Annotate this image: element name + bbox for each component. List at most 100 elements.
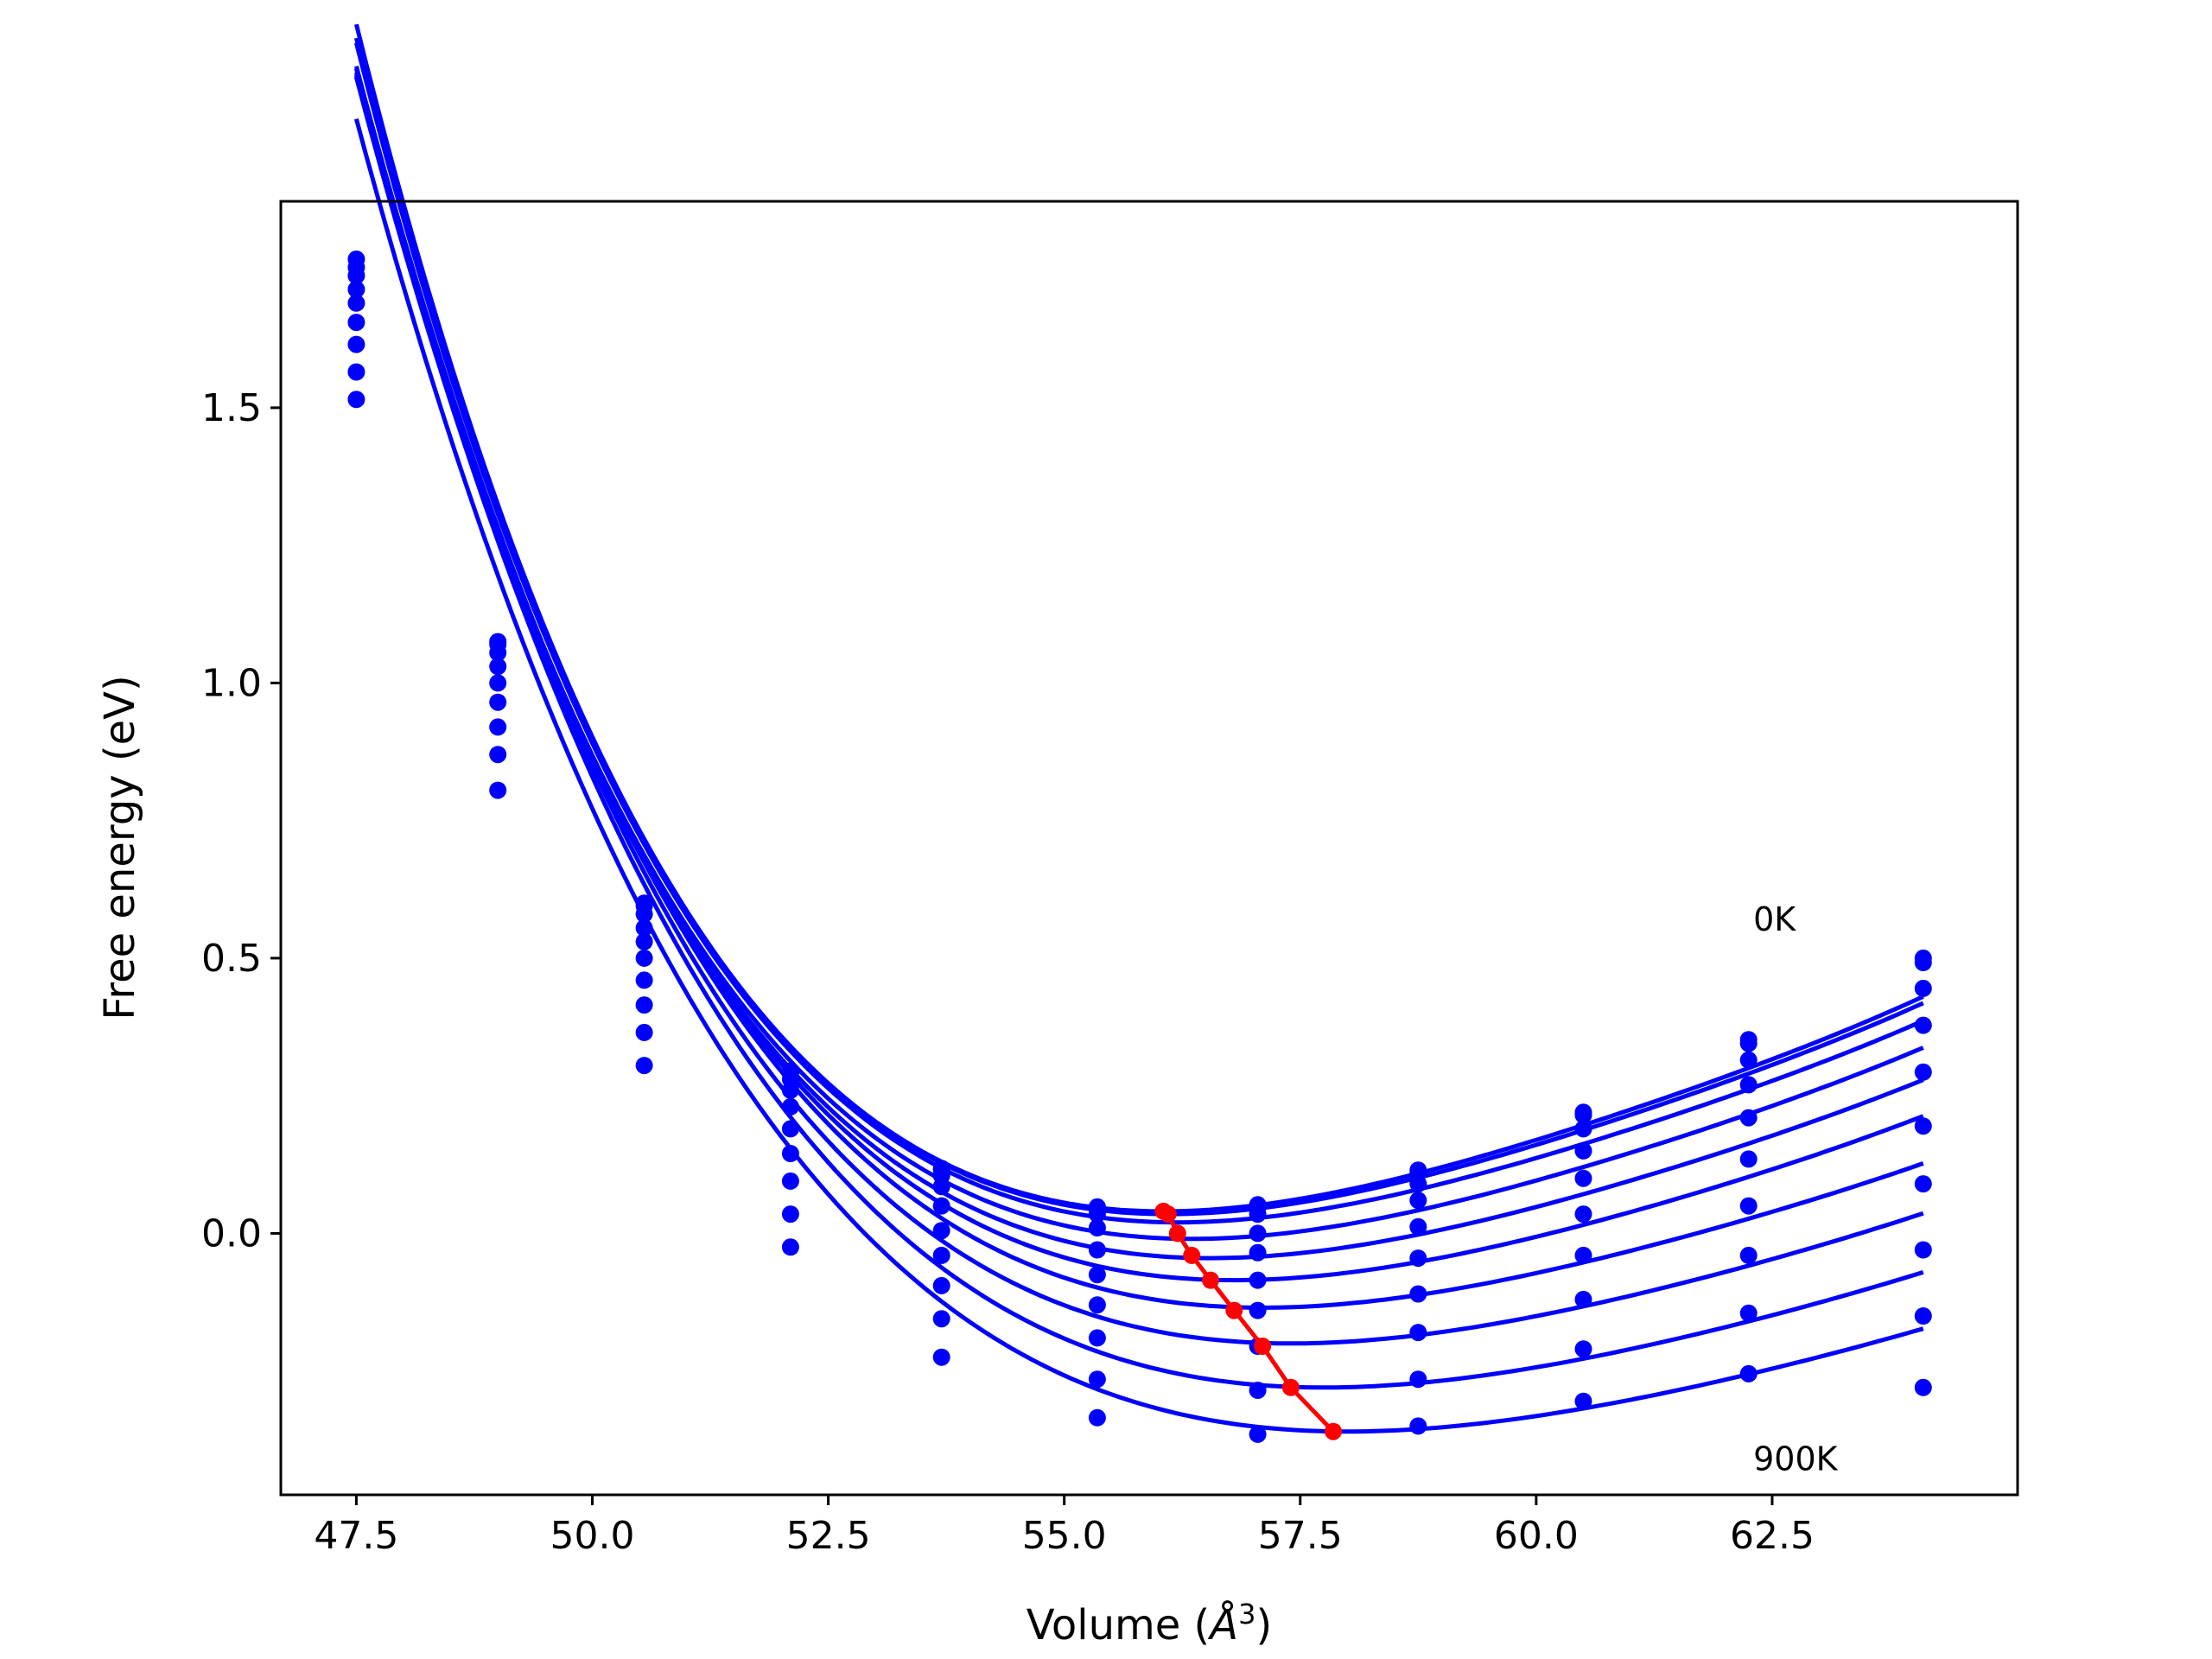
data-point	[1409, 1324, 1427, 1342]
data-point	[1409, 1249, 1427, 1268]
fit-curve	[353, 76, 1924, 1390]
data-point	[1088, 1370, 1106, 1389]
minimum-point	[1202, 1271, 1219, 1289]
data-point	[1088, 1266, 1106, 1284]
series-8	[347, 76, 1932, 1399]
data-point	[1574, 1169, 1592, 1187]
minimum-point	[1225, 1301, 1243, 1319]
fit-curve	[353, 65, 1924, 1310]
data-point	[347, 267, 365, 284]
data-point	[1249, 1271, 1267, 1289]
plot-frame	[279, 200, 2019, 1497]
data-point	[347, 294, 365, 312]
data-point	[347, 363, 365, 381]
data-point	[1249, 1301, 1267, 1319]
data-point	[1088, 1205, 1106, 1224]
fit-curve	[353, 72, 1924, 1346]
data-point	[1739, 1364, 1758, 1382]
x-axis-label-unit: Å	[1207, 1600, 1238, 1649]
data-point	[1739, 1304, 1758, 1322]
x-axis-label-main: Volume	[1027, 1601, 1181, 1649]
x-tick-label: 55.0	[1022, 1514, 1107, 1558]
data-point	[1249, 1382, 1267, 1399]
data-point	[781, 1238, 799, 1256]
data-point	[635, 971, 653, 989]
minimum-point	[1325, 1422, 1342, 1440]
data-point	[489, 781, 507, 799]
data-point	[932, 1246, 950, 1264]
data-point	[489, 658, 507, 676]
data-point	[1088, 1408, 1106, 1427]
y-tick-label: 1.5	[201, 386, 262, 430]
data-point	[1914, 1241, 1932, 1259]
y-axis-label: Free energy (eV)	[96, 675, 144, 1020]
x-tick-label: 62.5	[1730, 1514, 1815, 1558]
data-point	[1739, 1076, 1758, 1094]
y-tick-label: 0.0	[201, 1211, 262, 1255]
data-point	[1088, 1241, 1106, 1259]
data-point	[1739, 1034, 1758, 1052]
data-point	[347, 314, 365, 332]
data-point	[635, 1057, 653, 1075]
data-point	[489, 693, 507, 711]
annotation-label: 900K	[1753, 1440, 1839, 1478]
data-point	[1249, 1205, 1267, 1224]
data-point	[1409, 1192, 1427, 1210]
data-point	[1914, 1307, 1932, 1325]
data-point	[1914, 954, 1932, 971]
data-point	[1914, 979, 1932, 997]
data-point	[347, 335, 365, 353]
series-9	[353, 118, 1932, 1443]
data-point	[932, 1310, 950, 1328]
data-point	[1574, 1340, 1592, 1358]
data-point	[1739, 1246, 1758, 1264]
data-point	[1574, 1106, 1592, 1124]
data-point	[1574, 1246, 1592, 1264]
data-point	[1574, 1290, 1592, 1308]
data-point	[635, 1023, 653, 1041]
data-point	[635, 949, 653, 967]
x-tick-label: 50.0	[550, 1514, 635, 1558]
data-point	[781, 1205, 799, 1224]
data-point	[1409, 1370, 1427, 1389]
annotation-label: 0K	[1753, 900, 1796, 938]
data-point	[1409, 1285, 1427, 1303]
data-point	[1914, 1063, 1932, 1081]
x-axis-label: Volume (Å3)	[1027, 1598, 1272, 1649]
data-point	[932, 1276, 950, 1294]
data-point	[635, 996, 653, 1014]
data-point	[781, 1145, 799, 1162]
data-point	[1739, 1197, 1758, 1215]
x-tick-label: 47.5	[314, 1514, 398, 1558]
data-point	[489, 644, 507, 662]
data-point	[489, 718, 507, 736]
fit-curve	[353, 118, 1924, 1434]
data-point	[1914, 1378, 1932, 1396]
minimum-point	[1281, 1378, 1300, 1396]
x-axis-label-exponent: 3	[1238, 1598, 1255, 1630]
minimum-line-layer	[1154, 1202, 1342, 1440]
x-tick-label: 52.5	[786, 1514, 871, 1558]
data-point	[1914, 1117, 1932, 1135]
data-point	[1574, 1120, 1592, 1138]
y-tick-label: 1.0	[201, 661, 262, 705]
data-point	[1088, 1219, 1106, 1236]
data-point	[932, 1348, 950, 1366]
x-tick-label: 57.5	[1258, 1514, 1343, 1558]
y-ticks: 0.0 0.5 1.0 1.5	[201, 386, 281, 1255]
fit-curve	[353, 42, 1924, 1225]
data-point	[635, 932, 653, 950]
y-tick-label: 0.5	[201, 937, 262, 981]
data-point	[1249, 1243, 1267, 1262]
minimum-point	[1254, 1338, 1272, 1355]
data-point	[1249, 1425, 1267, 1443]
minimum-point	[1183, 1246, 1201, 1264]
minimum-point	[1168, 1224, 1186, 1243]
data-point	[489, 746, 507, 764]
data-point	[1409, 1417, 1427, 1435]
x-ticks: 47.5 50.0 52.5 55.0 57.5 60.0 62.5	[314, 1495, 1815, 1558]
series-layer	[347, 23, 1932, 1443]
data-point	[1249, 1224, 1267, 1243]
